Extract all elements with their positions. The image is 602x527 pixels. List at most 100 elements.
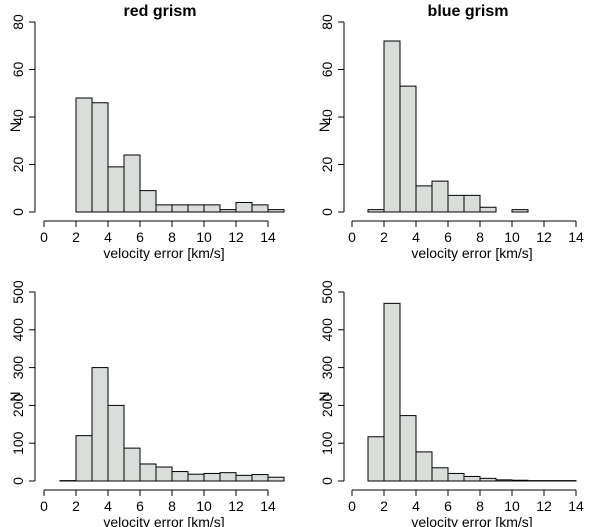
- x-tick-label: 14: [260, 498, 276, 514]
- x-tick-label: 0: [348, 498, 356, 514]
- x-tick-label: 14: [568, 498, 584, 514]
- y-tick-label: 200: [319, 394, 335, 418]
- histogram-bar: [463, 475, 481, 482]
- histogram-bar: [447, 472, 465, 482]
- y-tick-label: 20: [319, 157, 335, 173]
- x-axis-label: velocity error [km/s]: [103, 245, 224, 261]
- x-tick-label: 6: [444, 498, 452, 514]
- histogram-bar: [415, 185, 433, 213]
- y-tick-label: 0: [10, 477, 26, 485]
- x-tick-label: 0: [40, 229, 48, 245]
- x-tick-label: 14: [260, 229, 276, 245]
- histogram-bar: [75, 435, 93, 482]
- x-tick-label: 12: [228, 498, 244, 514]
- histogram-bar: [155, 204, 173, 213]
- histogram-bar: [479, 477, 497, 482]
- x-tick-label: 0: [348, 229, 356, 245]
- y-axis-label: N: [316, 391, 332, 401]
- histogram-bar: [267, 209, 285, 213]
- x-tick-label: 4: [412, 229, 420, 245]
- x-tick-label: 14: [568, 229, 584, 245]
- histogram-bar: [155, 466, 173, 482]
- x-axis-label: velocity error [km/s]: [411, 514, 532, 527]
- histogram-bar: [91, 102, 109, 213]
- histogram-bar: [171, 471, 189, 482]
- histogram-bar: [267, 476, 285, 482]
- histogram-bar: [91, 367, 109, 482]
- x-tick-label: 8: [476, 498, 484, 514]
- y-tick-label: 0: [319, 477, 335, 485]
- x-tick-label: 2: [72, 498, 80, 514]
- x-tick-label: 10: [196, 229, 212, 245]
- y-tick-label: 20: [10, 157, 26, 173]
- panel-blue-grism-small: blue grism 0 2 4 6 8 10 12 14 velocity error [km/…: [316, 3, 584, 261]
- panel-red-grism-small: red grism 0 2 4 6 8 10 12 14 velocity error [km/s…: [7, 3, 285, 261]
- y-tick-label: 500: [319, 280, 335, 304]
- panel-title: red grism: [124, 3, 197, 20]
- histogram-bar: [219, 472, 237, 482]
- histogram-bar: [203, 472, 221, 482]
- histogram-bar: [171, 204, 189, 213]
- histogram-bar: [431, 180, 449, 213]
- x-axis-label: velocity error [km/s]: [103, 514, 224, 527]
- x-tick-label: 4: [412, 498, 420, 514]
- x-tick-label: 2: [380, 229, 388, 245]
- x-tick-label: 2: [72, 229, 80, 245]
- histogram-bar: [219, 209, 237, 213]
- y-axis-label: N: [7, 122, 23, 132]
- x-tick-label: 6: [136, 229, 144, 245]
- histogram-bar: [139, 190, 157, 213]
- x-tick-label: 4: [104, 498, 112, 514]
- histogram-bar: [235, 202, 253, 213]
- histogram-bar: [139, 463, 157, 482]
- histogram-bar: [479, 206, 497, 213]
- histogram-bar: [251, 474, 269, 482]
- x-tick-label: 10: [196, 498, 212, 514]
- x-tick-label: 0: [40, 498, 48, 514]
- x-tick-label: 12: [228, 229, 244, 245]
- histogram-bar: [187, 473, 205, 482]
- x-tick-label: 8: [168, 498, 176, 514]
- x-tick-label: 8: [168, 229, 176, 245]
- x-tick-label: 12: [536, 229, 552, 245]
- x-axis-label: velocity error [km/s]: [411, 245, 532, 261]
- y-tick-label: 0: [10, 208, 26, 216]
- histogram-bar: [511, 209, 529, 213]
- y-tick-label: 300: [10, 356, 26, 380]
- panel-title: blue grism: [428, 3, 509, 20]
- x-tick-label: 2: [380, 498, 388, 514]
- y-tick-label: 100: [319, 431, 335, 455]
- y-tick-label: 40: [10, 109, 26, 125]
- y-tick-label: 300: [319, 356, 335, 380]
- y-tick-label: 60: [319, 62, 335, 78]
- y-tick-label: 200: [10, 394, 26, 418]
- histogram-bar: [187, 204, 205, 213]
- x-tick-label: 4: [104, 229, 112, 245]
- histogram-bar: [495, 479, 513, 482]
- histogram-bar: [399, 85, 417, 213]
- x-tick-label: 12: [536, 498, 552, 514]
- histogram-bar: [123, 447, 141, 482]
- panel-red-grism-large: 0 2 4 6 8 10 12 14 velocity error [km/s] 0 100 200 3…: [7, 280, 285, 527]
- histogram-bar: [383, 302, 401, 482]
- x-tick-label: 8: [476, 229, 484, 245]
- histogram-bar: [367, 209, 385, 213]
- histogram-bar: [511, 479, 529, 482]
- panel-blue-grism-large: 0 2 4 6 8 10 12 14 velocity error [km/s] 0 100 200 3…: [316, 280, 584, 527]
- y-tick-label: 40: [319, 109, 335, 125]
- y-axis-label: N: [316, 122, 332, 132]
- histogram-bar: [367, 436, 385, 482]
- histogram-bar: [399, 415, 417, 482]
- histogram-bar: [251, 204, 269, 213]
- x-tick-label: 10: [504, 229, 520, 245]
- histogram-bar: [447, 194, 465, 213]
- y-tick-label: 60: [10, 62, 26, 78]
- y-tick-label: 80: [10, 14, 26, 30]
- histogram-bar: [123, 154, 141, 213]
- y-tick-label: 80: [319, 14, 335, 30]
- y-tick-label: 400: [10, 318, 26, 342]
- histogram-bar: [431, 467, 449, 482]
- y-axis-label: N: [7, 391, 23, 401]
- histogram-bar: [383, 40, 401, 213]
